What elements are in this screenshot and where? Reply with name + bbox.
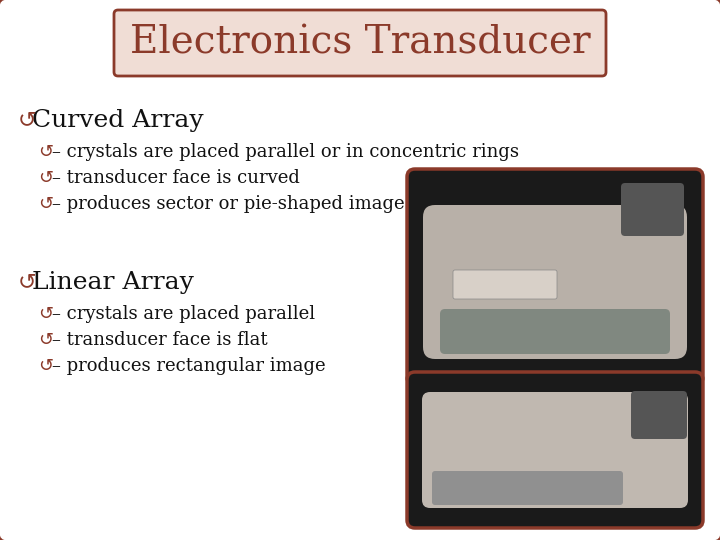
Text: ↺: ↺ — [38, 305, 53, 323]
Text: – transducer face is curved: – transducer face is curved — [52, 169, 300, 187]
FancyBboxPatch shape — [407, 169, 703, 385]
FancyBboxPatch shape — [432, 471, 623, 505]
Text: ↺: ↺ — [38, 357, 53, 375]
FancyBboxPatch shape — [440, 309, 670, 354]
Text: – crystals are placed parallel or in concentric rings: – crystals are placed parallel or in con… — [52, 143, 519, 161]
FancyBboxPatch shape — [422, 392, 688, 508]
Text: – transducer face is flat: – transducer face is flat — [52, 331, 268, 349]
Text: Curved Array: Curved Array — [32, 109, 204, 132]
FancyBboxPatch shape — [621, 183, 684, 236]
Text: Electronics Transducer: Electronics Transducer — [130, 24, 590, 62]
Text: – produces rectangular image: – produces rectangular image — [52, 357, 325, 375]
Text: – produces sector or pie-shaped image: – produces sector or pie-shaped image — [52, 195, 405, 213]
Text: – crystals are placed parallel: – crystals are placed parallel — [52, 305, 315, 323]
Text: ↺: ↺ — [38, 169, 53, 187]
FancyBboxPatch shape — [114, 10, 606, 76]
Text: ↺: ↺ — [38, 195, 53, 213]
FancyBboxPatch shape — [407, 372, 703, 528]
Text: ↺: ↺ — [18, 110, 37, 130]
Text: ↺: ↺ — [38, 331, 53, 349]
Text: Linear Array: Linear Array — [32, 271, 194, 294]
Text: ↺: ↺ — [38, 143, 53, 161]
Text: ↺: ↺ — [18, 272, 37, 292]
FancyBboxPatch shape — [453, 270, 557, 299]
FancyBboxPatch shape — [631, 391, 687, 439]
FancyBboxPatch shape — [423, 205, 687, 359]
